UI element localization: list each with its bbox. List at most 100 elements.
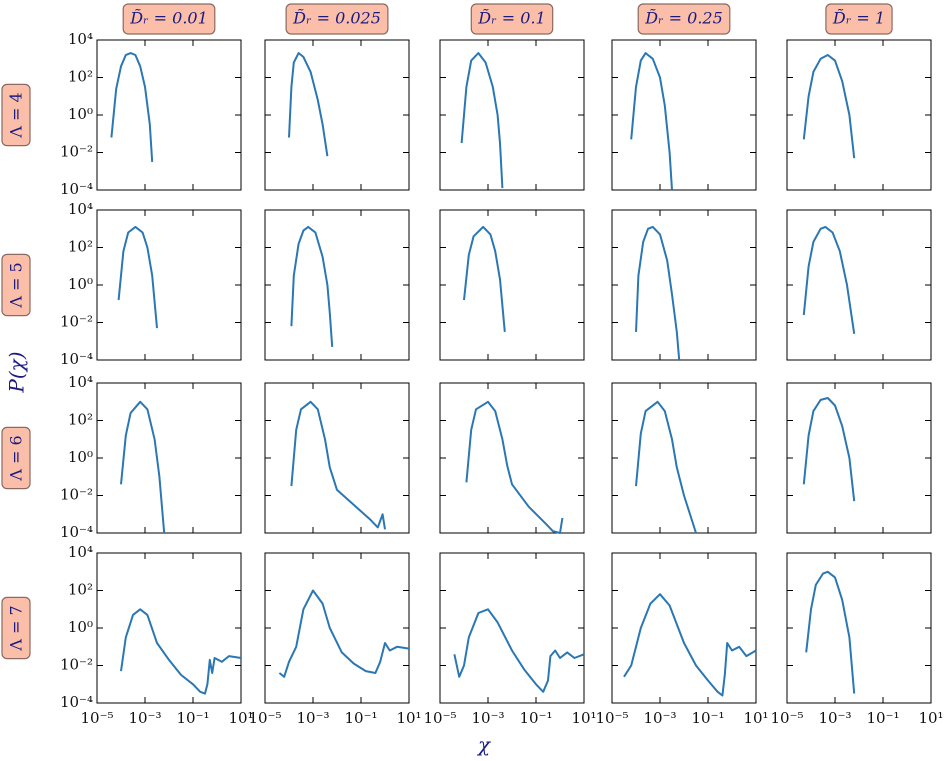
- panel-frame: [611, 209, 757, 361]
- curve: [117, 225, 158, 329]
- column-title-box: [470, 3, 554, 35]
- y-tick-label: 10⁰: [68, 105, 93, 123]
- x-tick-label: 10¹: [571, 709, 596, 727]
- curve: [453, 608, 585, 693]
- x-tick-label: 10⁻³: [128, 709, 161, 727]
- row-title-group: Λ = 5: [1, 253, 31, 317]
- row-title-group: Λ = 6: [1, 426, 31, 490]
- column-title: D̃ᵣ = 0.1: [477, 9, 545, 28]
- x-tick-label: 10⁻¹: [344, 709, 377, 727]
- panel-frame: [96, 382, 242, 534]
- y-tick-label: 10⁻²: [60, 143, 93, 161]
- curve: [805, 570, 856, 694]
- x-tick-label: 10⁻¹: [866, 709, 899, 727]
- panel-frame: [786, 209, 932, 361]
- curve: [623, 593, 757, 697]
- x-tick-label: 10⁻¹: [519, 709, 552, 727]
- y-tick-label: 10²: [68, 411, 93, 429]
- column-title-box: [285, 3, 389, 35]
- y-tick-label: 10⁻⁴: [60, 180, 93, 198]
- curve: [630, 52, 673, 191]
- y-tick-label: 10⁴: [68, 543, 93, 561]
- row-title-box: [1, 596, 31, 660]
- curve: [288, 52, 329, 157]
- curve: [278, 589, 410, 678]
- x-tick-label: 10⁻³: [643, 709, 676, 727]
- x-tick-label: 10⁻¹: [691, 709, 724, 727]
- y-tick-label: 10²: [68, 581, 93, 599]
- x-tick-label: 10⁻³: [296, 709, 329, 727]
- panel-frame: [439, 39, 585, 191]
- y-tick-label: 10⁰: [68, 618, 93, 636]
- x-tick-label: 10¹: [918, 709, 943, 727]
- y-tick-label: 10⁴: [68, 30, 93, 48]
- y-tick-label: 10²: [68, 238, 93, 256]
- panel-frame: [264, 382, 410, 534]
- x-tick-label: 10⁻⁵: [595, 709, 628, 727]
- column-title-box: [637, 3, 731, 35]
- row-title: Λ = 4: [7, 92, 26, 138]
- row-title: Λ = 5: [7, 262, 26, 308]
- column-title: D̃ᵣ = 1: [832, 9, 885, 28]
- curve: [802, 225, 856, 334]
- curve: [635, 400, 697, 534]
- curve: [120, 608, 242, 695]
- row-title-box: [1, 426, 31, 490]
- panel-frame: [264, 209, 410, 361]
- curve: [463, 225, 506, 332]
- panel-frame: [611, 552, 757, 704]
- column-title: D̃ᵣ = 0.25: [644, 9, 723, 28]
- panel-frame: [96, 552, 242, 704]
- x-tick-label: 10⁻⁵: [248, 709, 281, 727]
- curve: [290, 400, 386, 530]
- y-tick-label: 10⁻²: [60, 486, 93, 504]
- column-title-box: [825, 3, 893, 35]
- y-tick-label: 10⁰: [68, 448, 93, 466]
- y-axis-label: P(χ): [5, 351, 29, 393]
- curve: [110, 52, 154, 162]
- curve: [802, 54, 856, 159]
- y-tick-label: 10⁻²: [60, 313, 93, 331]
- x-tick-label: 10¹: [743, 709, 768, 727]
- x-tick-label: 10⁻⁵: [80, 709, 113, 727]
- curve: [802, 397, 856, 502]
- x-tick-label: 10⁻⁵: [423, 709, 456, 727]
- y-tick-label: 10⁻²: [60, 656, 93, 674]
- x-axis-label: χ: [476, 733, 492, 757]
- panel-frame: [264, 552, 410, 704]
- row-title-box: [1, 83, 31, 147]
- x-tick-label: 10¹: [396, 709, 421, 727]
- curve: [460, 52, 504, 189]
- row-title-group: Λ = 7: [1, 596, 31, 660]
- y-tick-label: 10⁴: [68, 373, 93, 391]
- panel-frame: [96, 39, 242, 191]
- panel-frame: [96, 209, 242, 361]
- row-title-box: [1, 253, 31, 317]
- panel-frame: [264, 39, 410, 191]
- x-tick-label: 10⁻³: [818, 709, 851, 727]
- row-title: Λ = 6: [7, 435, 26, 481]
- row-title: Λ = 7: [7, 605, 26, 651]
- x-tick-label: 10⁻⁵: [770, 709, 803, 727]
- panel-frame: [786, 39, 932, 191]
- column-title: D̃ᵣ = 0.01: [129, 9, 208, 28]
- row-title-group: Λ = 4: [1, 83, 31, 147]
- curve: [290, 225, 334, 347]
- x-tick-label: 10⁻¹: [176, 709, 209, 727]
- panel-frame: [439, 382, 585, 534]
- y-tick-label: 10²: [68, 68, 93, 86]
- y-tick-label: 10⁻⁴: [60, 523, 93, 541]
- y-tick-label: 10⁰: [68, 275, 93, 293]
- panel-frame: [439, 552, 585, 704]
- y-tick-label: 10⁻⁴: [60, 350, 93, 368]
- curve: [120, 400, 166, 534]
- curve: [635, 225, 681, 361]
- y-tick-label: 10⁴: [68, 200, 93, 218]
- column-title: D̃ᵣ = 0.025: [292, 9, 381, 28]
- panel-frame: [786, 382, 932, 534]
- curve: [465, 400, 564, 534]
- column-title-box: [122, 3, 216, 35]
- panel-frame: [611, 382, 757, 534]
- x-tick-label: 10⁻³: [471, 709, 504, 727]
